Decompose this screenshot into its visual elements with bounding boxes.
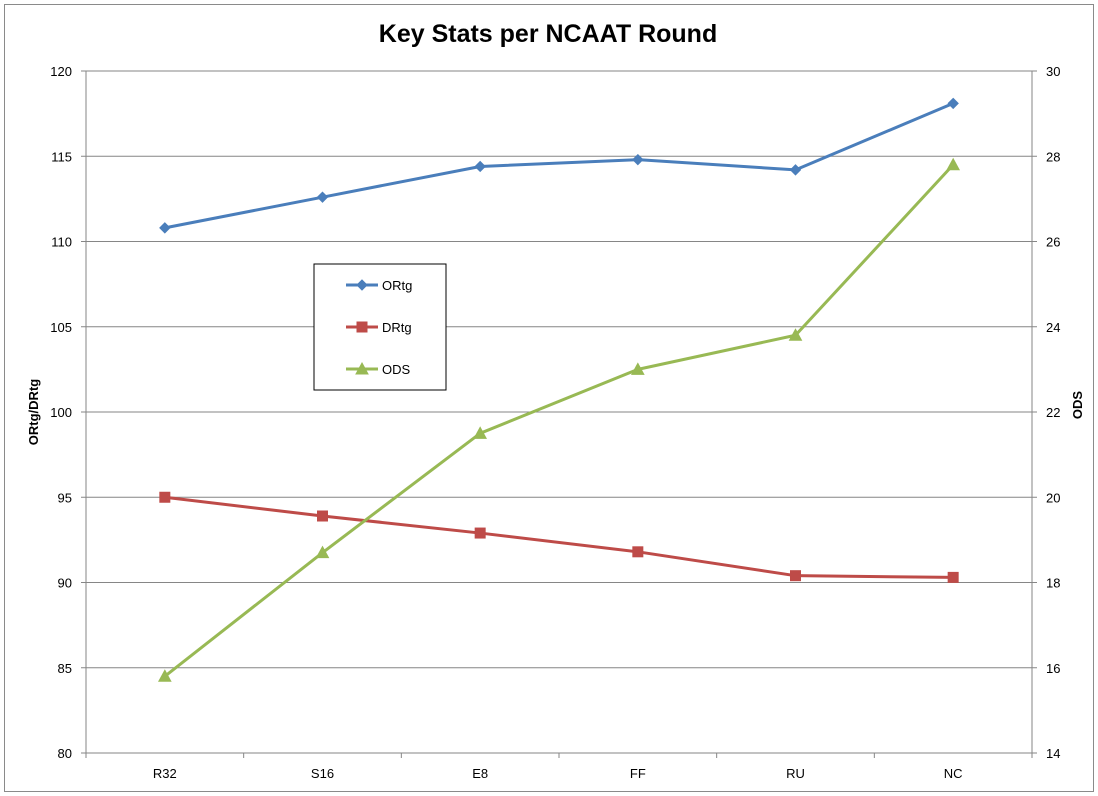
data-point-drtg <box>474 527 486 539</box>
chart-title: Key Stats per NCAAT Round <box>379 20 717 48</box>
series-line-ortg <box>164 102 954 230</box>
data-point-drtg <box>632 546 644 558</box>
left-tick-label: 110 <box>51 235 72 250</box>
left-tick-label: 105 <box>50 320 72 335</box>
series-line-ods <box>163 163 955 678</box>
x-tick-label: S16 <box>311 766 334 781</box>
legend-box <box>313 263 447 391</box>
right-tick-label: 26 <box>1046 235 1060 250</box>
right-tick-label: 18 <box>1046 576 1060 591</box>
x-tick-label: E8 <box>472 766 488 781</box>
gridlines <box>86 70 1032 754</box>
data-point-ortg <box>316 191 329 203</box>
series-line-drtg <box>164 495 954 579</box>
right-axis-title: ODS <box>1070 391 1085 420</box>
legend-marker-drtg <box>356 321 368 333</box>
left-tick-label: 120 <box>50 64 72 79</box>
data-point-drtg <box>159 491 171 503</box>
data-point-drtg <box>790 570 801 582</box>
left-tick-label: 115 <box>51 149 72 164</box>
legend-label-ods: ODS <box>382 362 411 377</box>
left-tick-label: 90 <box>58 576 72 591</box>
x-tick-label: FF <box>630 766 646 781</box>
legend-label-drtg: DRtg <box>382 320 412 335</box>
data-point-drtg <box>947 571 959 583</box>
series-layer <box>157 97 961 682</box>
right-tick-label: 14 <box>1046 746 1060 761</box>
data-point-ortg <box>789 164 802 176</box>
right-tick-label: 20 <box>1046 490 1060 505</box>
data-point-ods <box>473 426 488 439</box>
data-point-ortg <box>947 97 959 110</box>
data-point-drtg <box>317 510 328 522</box>
data-point-ods <box>630 362 645 375</box>
x-tick-label: RU <box>786 766 805 781</box>
x-tick-label: R32 <box>153 766 177 781</box>
left-tick-label: 85 <box>58 661 72 676</box>
legend-label-ortg: ORtg <box>382 278 412 293</box>
legend-marker-ods <box>355 361 369 375</box>
x-tick-label: NC <box>944 766 963 781</box>
legend: ORtg DRtg ODS <box>313 263 447 391</box>
data-point-ods <box>157 669 172 682</box>
left-tick-label: 100 <box>50 405 72 420</box>
data-point-ortg <box>159 222 171 234</box>
right-tick-label: 16 <box>1046 661 1060 676</box>
data-point-ods <box>946 157 961 171</box>
data-point-ods <box>315 545 330 559</box>
data-point-ods <box>788 328 803 341</box>
axes: 80 85 90 95 100 105 110 115 120 14 16 18 20 22 24 26 28 3… <box>50 64 1060 781</box>
data-point-ortg <box>632 153 644 166</box>
right-tick-label: 28 <box>1046 149 1060 164</box>
legend-marker-ortg <box>356 279 368 291</box>
right-tick-label: 22 <box>1046 405 1060 420</box>
left-tick-label: 95 <box>58 490 72 505</box>
data-point-ortg <box>474 160 486 173</box>
right-tick-label: 24 <box>1046 320 1060 335</box>
left-axis-title: ORtg/DRtg <box>26 379 41 445</box>
left-tick-label: 80 <box>58 746 72 761</box>
right-tick-label: 30 <box>1046 64 1060 79</box>
